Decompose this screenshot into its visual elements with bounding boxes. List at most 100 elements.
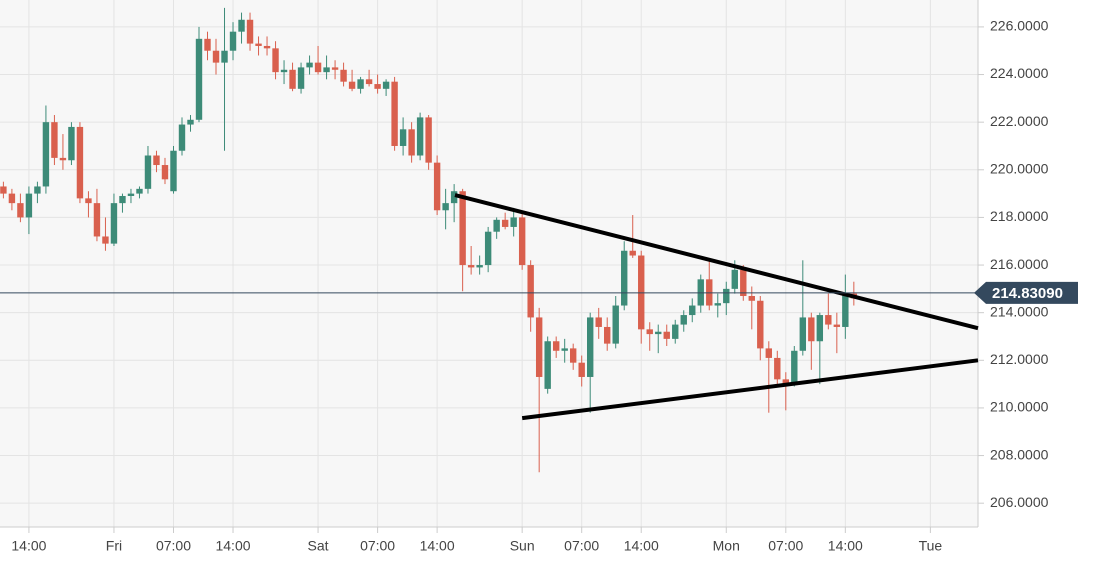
candle-body [331,67,339,70]
candle-body [323,67,330,73]
candle-body [195,38,203,120]
x-tick-label: 14:00 [215,538,250,554]
candle-body [459,191,466,266]
candle-body [314,62,322,73]
candle-body [34,186,41,194]
candle-body [510,217,517,227]
candle-body [348,81,356,89]
last-price-marker [974,281,1078,304]
candle-body [518,217,526,266]
y-tick-label: 220.0000 [990,160,1049,176]
candle-body [680,315,687,325]
candle-body [144,155,152,189]
candle-body [263,45,271,49]
candle-body [655,331,662,335]
y-tick-label: 214.0000 [990,303,1049,319]
candle-body [527,265,534,318]
x-tick-label: 07:00 [564,538,599,554]
candle-body [723,288,730,304]
candle-body [408,129,415,156]
candle-body [425,117,432,163]
candle-body [621,250,628,306]
candle-body [731,269,738,289]
candle-body [17,203,24,218]
x-tick-label: Tue [919,538,943,554]
candle-body [416,117,424,156]
candle-body [808,317,815,342]
candle-body [552,341,560,351]
candle-body [306,62,313,68]
candle-body [119,195,126,204]
y-tick-label: 224.0000 [990,65,1049,81]
candle-body [544,341,551,389]
candle-body [399,129,407,146]
candle-body [8,193,16,204]
candle-body [127,193,135,196]
y-tick-label: 222.0000 [990,113,1049,129]
x-tick-label: 14:00 [11,538,46,554]
candle-body [799,317,807,351]
candle-body [42,122,50,187]
candle-body [765,348,772,358]
candle-body [153,155,160,166]
candle-body [382,81,390,89]
x-tick-label: Mon [713,538,740,554]
candle-body [340,69,347,82]
candle-body [476,265,483,268]
candle-body [0,186,7,194]
candle-body [76,126,84,199]
candle-body [833,324,841,327]
candle-body [791,350,798,385]
candle-body [740,269,747,297]
candle-body [25,193,33,218]
candle-body [663,331,670,339]
candle-body [59,157,67,161]
candle-body [646,329,653,335]
x-tick-label: 14:00 [420,538,455,554]
y-tick-label: 208.0000 [990,446,1049,462]
candle-body [289,69,296,89]
candle-body [212,50,220,63]
candle-body [825,315,832,325]
candle-body [187,119,194,125]
candle-body [535,317,543,377]
candle-body [782,379,790,385]
y-tick-label: 210.0000 [990,399,1049,415]
candle-body [816,315,824,342]
candle-body [757,300,764,349]
candle-body [161,165,169,180]
candle-body [255,43,262,46]
candle-body [365,79,373,85]
x-tick-label: Sun [510,538,535,554]
candle-body [493,219,500,232]
candle-body [442,203,449,211]
candle-body [587,317,594,377]
candle-body [85,198,92,204]
candle-body [170,150,177,192]
candle-body [391,81,398,146]
candle-body [842,293,849,327]
candle-body [178,124,186,151]
x-tick-label: 07:00 [768,538,803,554]
x-tick-label: Sat [308,538,329,554]
x-tick-label: 07:00 [360,538,395,554]
candle-body [484,231,492,266]
candle-body [102,236,109,244]
y-tick-label: 226.0000 [990,18,1049,34]
y-tick-label: 216.0000 [990,256,1049,272]
y-tick-label: 206.0000 [990,494,1049,510]
candle-body [501,219,509,227]
candle-body [110,203,118,244]
candle-body [68,126,75,161]
candle-body [238,19,245,32]
candle-body [229,31,237,51]
candle-body [604,326,611,344]
candle-body [357,79,364,89]
candle-body [136,188,143,194]
candle-body [748,296,755,301]
candle-body [672,324,679,339]
candle-body [204,38,211,51]
candle-body [246,19,254,44]
candle-body [374,84,381,89]
x-tick-label: 14:00 [828,538,863,554]
